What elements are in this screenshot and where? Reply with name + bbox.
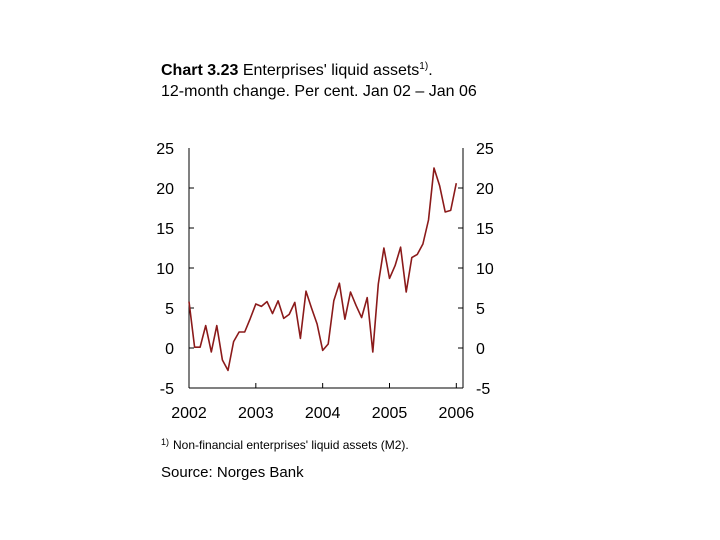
left-y-tick-label: 0 — [165, 341, 174, 358]
footnote-marker: 1) — [161, 437, 170, 447]
x-tick-label: 2005 — [372, 405, 408, 422]
right-y-tick-label: 10 — [476, 261, 494, 278]
left-y-tick-label: 10 — [156, 261, 174, 278]
series-line — [188, 167, 458, 372]
x-tick-label: 2002 — [171, 405, 207, 422]
chart-ticks — [188, 187, 463, 388]
right-y-tick-label: -5 — [476, 381, 490, 398]
chart-number: Chart 3.23 — [161, 62, 239, 79]
chart-plot — [188, 167, 458, 372]
left-y-tick-label: 5 — [165, 301, 174, 318]
x-tick-label: 2006 — [439, 405, 475, 422]
chart-tick-labels: -5 -5 0 0 5 5 10 10 15 15 20 20 25 25 2002 2003 2004 2005… — [156, 141, 494, 422]
left-y-tick-label: -5 — [160, 381, 174, 398]
right-y-tick-label: 15 — [476, 221, 494, 238]
source-note: Source: Norges Bank — [161, 464, 304, 481]
right-y-tick-label: 5 — [476, 301, 485, 318]
left-y-tick-label: 20 — [156, 181, 174, 198]
title-period: . — [428, 62, 433, 79]
x-tick-label: 2004 — [305, 405, 341, 422]
left-y-tick-label: 25 — [156, 141, 174, 158]
right-y-tick-label: 20 — [476, 181, 494, 198]
footnote: 1) Non-financial enterprises' liquid asse… — [161, 437, 409, 453]
chart-subtitle: 12-month change. Per cent. Jan 02 – Jan … — [161, 83, 477, 100]
chart-title-text: Enterprises' liquid assets — [242, 62, 420, 79]
left-y-tick-label: 15 — [156, 221, 174, 238]
x-tick-label: 2003 — [238, 405, 274, 422]
footnote-text: Non-financial enterprises' liquid assets… — [173, 438, 409, 452]
chart-axes — [188, 148, 464, 389]
right-y-tick-label: 0 — [476, 341, 485, 358]
title-footnote-marker: 1) — [419, 61, 429, 72]
right-y-tick-label: 25 — [476, 141, 494, 158]
chart-title: Chart 3.23 Enterprises' liquid assets1).… — [161, 60, 511, 102]
